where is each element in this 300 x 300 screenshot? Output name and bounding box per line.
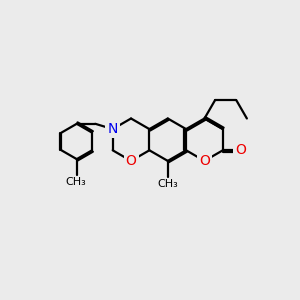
Text: N: N bbox=[107, 122, 118, 136]
Text: O: O bbox=[236, 143, 246, 157]
Text: CH₃: CH₃ bbox=[65, 177, 85, 188]
Text: O: O bbox=[126, 154, 136, 168]
Text: O: O bbox=[199, 154, 210, 168]
Text: CH₃: CH₃ bbox=[158, 179, 178, 189]
